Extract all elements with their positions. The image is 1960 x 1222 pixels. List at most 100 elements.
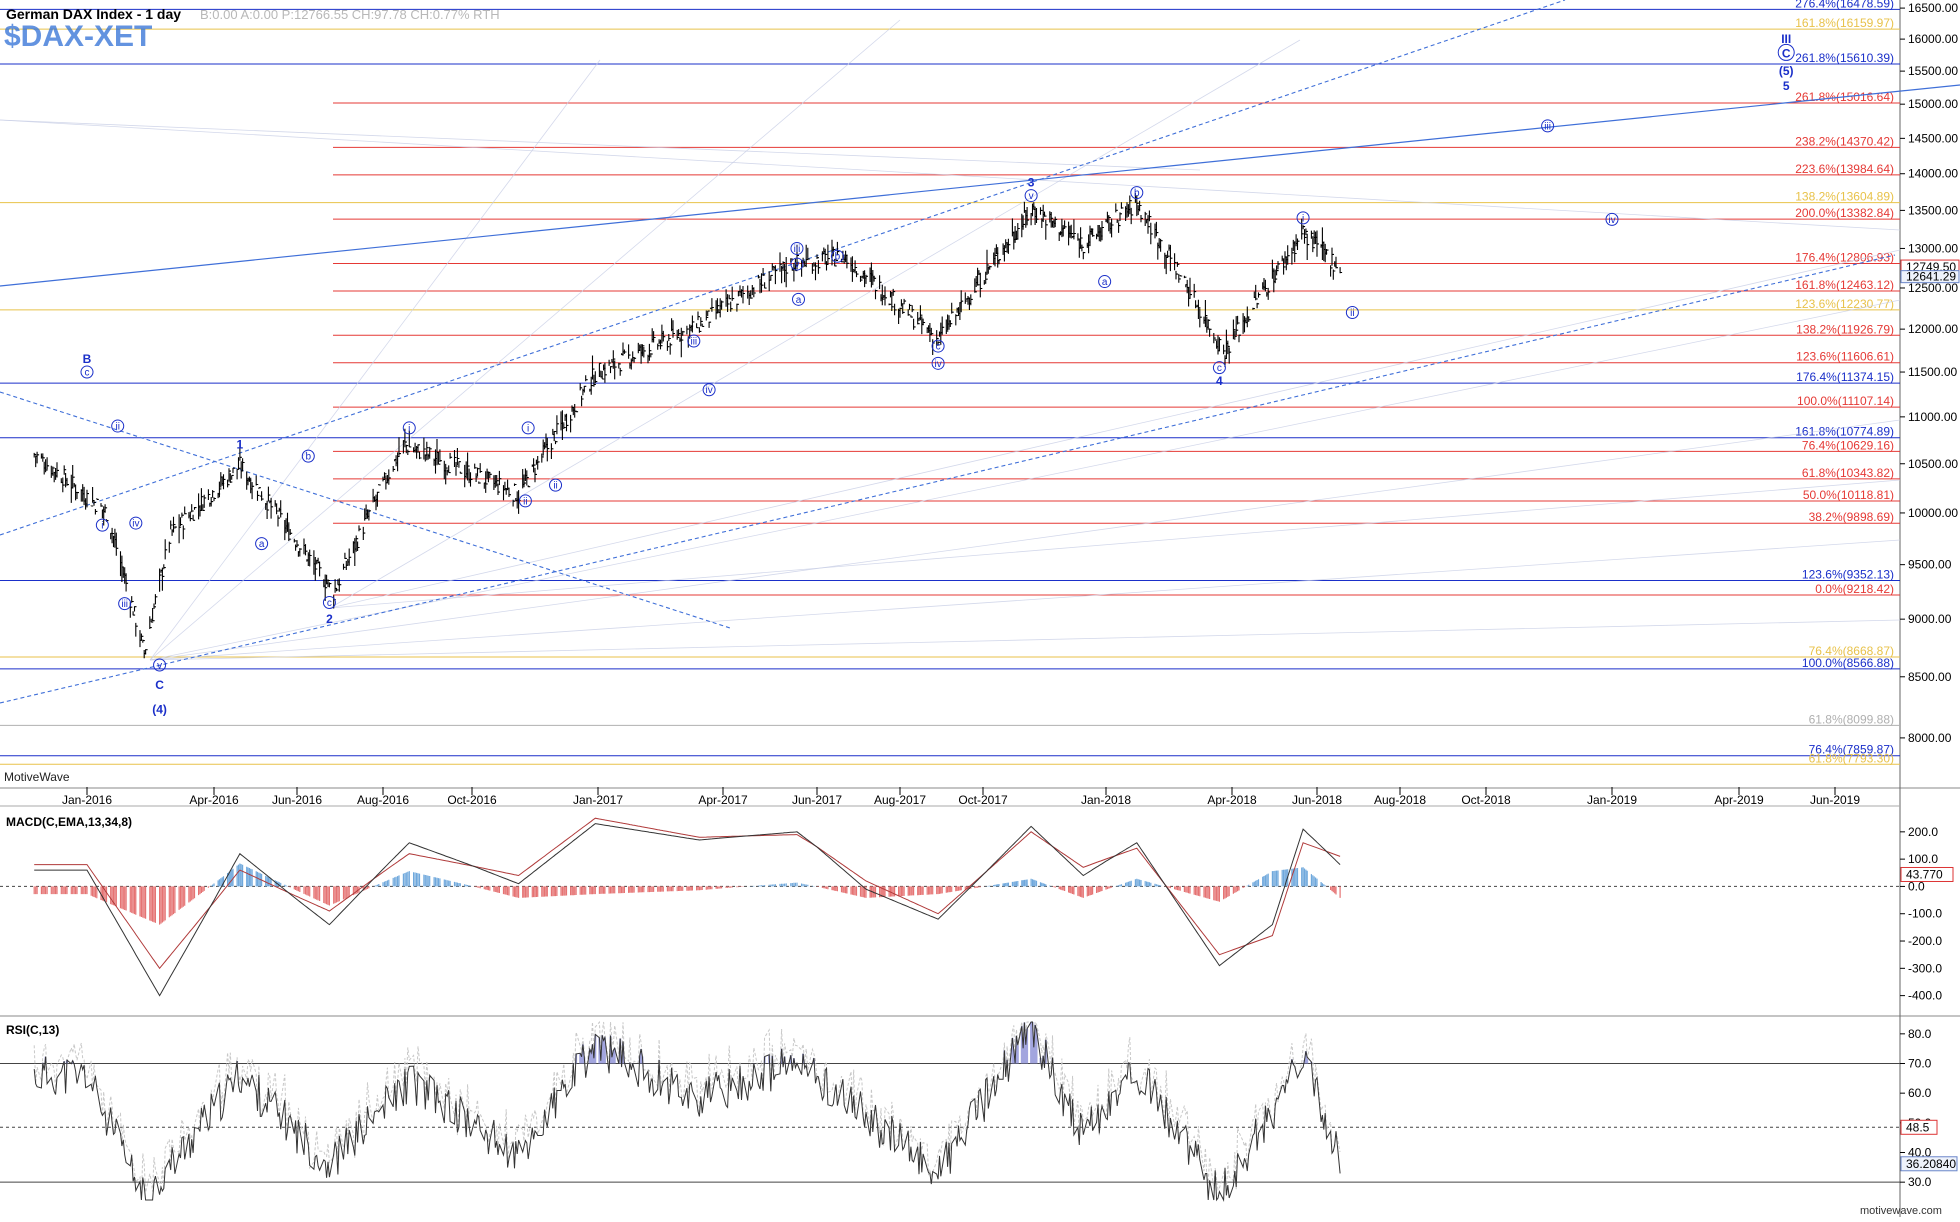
- wave-label: B: [83, 352, 92, 366]
- rsi-last-box: [1900, 1156, 1958, 1172]
- fib-level-label: 50.0%(10118.81): [1803, 488, 1894, 502]
- wave-label: v: [794, 260, 799, 271]
- price-bars: [33, 193, 1343, 659]
- wave-label-circle: [129, 516, 143, 530]
- wave-label: iv: [1608, 215, 1615, 226]
- date-tick-label: Apr-2019: [1714, 793, 1764, 807]
- wave-label: c: [327, 598, 332, 609]
- wave-label-circle: [518, 494, 532, 508]
- price-tick-label: 14500.00: [1908, 131, 1958, 145]
- wave-label-circle: [521, 421, 535, 435]
- wave-label: b: [305, 452, 311, 463]
- fib-level-label: 100.0%(11107.14): [1797, 394, 1894, 408]
- fan-line: [149, 19, 901, 661]
- wave-label: 1: [237, 438, 244, 452]
- prev-price-box: [1900, 270, 1960, 284]
- macd-signal-line: [34, 817, 1341, 970]
- macd-histogram-positive: [210, 863, 1326, 887]
- date-tick-label: Jan-2016: [62, 793, 112, 807]
- fib-level-label: 238.2%(14370.42): [1795, 134, 1894, 148]
- fib-level-label: 123.6%(11606.61): [1796, 350, 1894, 364]
- price-tick-label: 15500.00: [1908, 64, 1958, 78]
- symbol-label: $DAX-XET: [4, 20, 152, 53]
- wave-label-circle: [111, 419, 125, 433]
- fan-line: [329, 249, 1901, 609]
- price-tick-label: 16500.00: [1908, 1, 1958, 15]
- fib-level-label: 0.0%(9218.42): [1815, 582, 1894, 596]
- wave-label: iv: [934, 359, 941, 370]
- quote-values: B:0.00 A:0.00 P:12766.55 CH:97.78 CH:0.7…: [200, 7, 500, 22]
- macd-title: MACD(C,EMA,13,34,8): [6, 815, 132, 829]
- channel-line-dashed-down: [0, 391, 731, 629]
- date-tick-label: Jan-2017: [573, 793, 623, 807]
- wave-label: v: [1029, 191, 1034, 202]
- rsi-mid-box: [1900, 1119, 1938, 1135]
- fib-level-label: 76.4%(8668.87): [1809, 644, 1894, 658]
- macd-tick-label: -100.0: [1908, 907, 1942, 921]
- wave-label-circle: [301, 449, 315, 463]
- wave-label: iii: [794, 244, 801, 255]
- fib-level-label: 161.8%(12463.12): [1795, 278, 1894, 292]
- wave-label-circle: [118, 597, 132, 611]
- wave-label: ii: [523, 496, 527, 507]
- wave-label: a: [796, 295, 802, 306]
- fib-level-label: 200.0%(13382.84): [1795, 206, 1894, 220]
- fib-level-label: 61.8%(8099.88): [1809, 712, 1894, 726]
- wave-label-circle: [1024, 189, 1038, 203]
- wave-label-circle: [1541, 119, 1555, 133]
- wave-label: 4: [1216, 374, 1223, 388]
- wave-label-circle: [931, 339, 945, 353]
- wave-label: (4): [152, 702, 167, 716]
- price-tick-label: 15000.00: [1908, 97, 1958, 111]
- rsi-ghost-line: [33, 1020, 1341, 1200]
- rsi-line: [33, 1021, 1341, 1202]
- fib-level-label: 138.2%(13604.89): [1795, 190, 1894, 204]
- fan-line: [149, 539, 1901, 661]
- date-tick-label: Oct-2017: [958, 793, 1008, 807]
- wave-label: a: [1102, 277, 1108, 288]
- fib-level-label: 61.8%(7793.30): [1809, 751, 1894, 765]
- price-tick-label: 13000.00: [1908, 241, 1958, 255]
- channel-line-dashed-lower: [0, 254, 1896, 704]
- rsi-tick-label: 60.0: [1908, 1086, 1932, 1100]
- wave-label-circle: [830, 249, 844, 263]
- date-tick-label: Jan-2018: [1081, 793, 1131, 807]
- wave-label: ii: [115, 422, 119, 433]
- price-tick-label: 12500.00: [1908, 281, 1958, 295]
- fib-level-label: 138.2%(11926.79): [1796, 322, 1894, 336]
- wave-label: c: [936, 342, 941, 353]
- macd-tick-label: -200.0: [1908, 934, 1942, 948]
- macd-line: [34, 823, 1341, 997]
- rsi-mid-label: 48.5: [1906, 1120, 1930, 1134]
- wave-label: iii: [1544, 121, 1551, 132]
- fib-level-label: 123.6%(9352.13): [1802, 567, 1894, 581]
- wave-label-circle: [790, 241, 804, 255]
- wave-label-circle: [322, 595, 336, 609]
- wave-label: v: [157, 660, 162, 671]
- wave-label: a: [259, 539, 265, 550]
- wave-label: i: [1302, 213, 1304, 224]
- fib-level-label: 61.8%(10343.82): [1802, 466, 1894, 480]
- price-tick-label: 14000.00: [1908, 167, 1958, 181]
- fib-level-label: 261.8%(15610.39): [1795, 51, 1894, 65]
- channel-line-dashed-upper: [0, 0, 1566, 536]
- macd-tick-label: 0.0: [1908, 879, 1925, 893]
- date-tick-label: Apr-2018: [1207, 793, 1257, 807]
- chart-title: German DAX Index - 1 day: [6, 6, 181, 22]
- wave-label: i: [408, 423, 410, 434]
- price-tick-label: 12000.00: [1908, 322, 1958, 336]
- watermark: motivewave.com: [1860, 1205, 1942, 1217]
- prev-price-label: 12641.29: [1906, 270, 1956, 284]
- date-tick-label: Jun-2019: [1810, 793, 1860, 807]
- fan-line: [149, 419, 1901, 661]
- wave-label: iii: [121, 599, 128, 610]
- wave-label-circle: [1212, 361, 1226, 375]
- fib-level-label: 161.8%(10774.89): [1795, 425, 1894, 439]
- fan-line: [329, 479, 1901, 609]
- wave-label: b: [835, 252, 841, 263]
- macd-tick-label: 100.0: [1908, 852, 1938, 866]
- wave-label: i: [101, 521, 103, 532]
- date-tick-label: Apr-2017: [698, 793, 748, 807]
